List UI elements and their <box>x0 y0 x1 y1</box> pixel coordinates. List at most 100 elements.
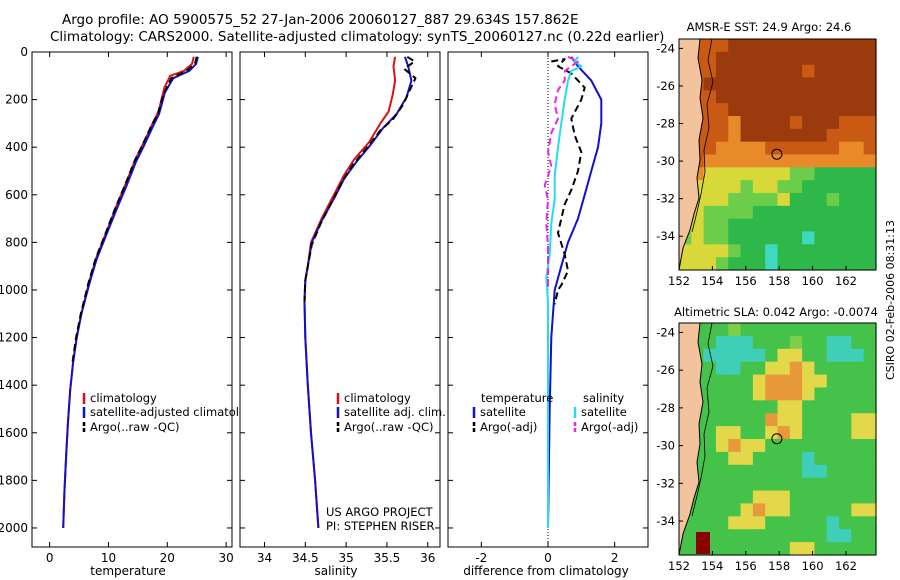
map-cell <box>851 103 865 117</box>
map-cell <box>728 451 742 466</box>
map-cell <box>752 348 766 363</box>
map-cell <box>715 323 729 337</box>
map-cell <box>814 529 828 543</box>
map-cell <box>789 90 803 104</box>
sst-map-panel: AMSR-E SST: 24.9 Argo: 24.6 152 154 156 158… <box>656 20 877 288</box>
map-cell <box>777 64 791 79</box>
map-cell <box>777 503 791 517</box>
difference-panel: -2 0 2 temperature salinitysatelliteArgo(-a… <box>447 51 649 578</box>
map-cell <box>740 51 754 66</box>
map-cell <box>703 193 717 207</box>
map-cell <box>802 64 816 79</box>
map-cell <box>777 361 791 376</box>
map-cell <box>715 205 729 220</box>
map-cell <box>814 77 828 91</box>
legend-label: satellite <box>581 405 627 419</box>
map-cell <box>839 490 852 505</box>
map-cell <box>851 400 865 414</box>
map-cell <box>715 348 729 363</box>
map-cell <box>802 167 816 181</box>
map-lon-label: 160 <box>802 274 824 288</box>
map-cell <box>752 439 766 453</box>
map-cell <box>814 90 828 104</box>
map-cell <box>863 542 877 556</box>
map-cell <box>728 400 742 414</box>
map-cell <box>715 490 729 505</box>
map-lon-label: 156 <box>735 559 757 573</box>
x-tick-label: 20 <box>160 551 175 565</box>
map-cell <box>765 542 779 556</box>
map-cell <box>851 464 865 479</box>
map-cell <box>703 64 717 79</box>
map-lat-label: -30 <box>656 439 675 453</box>
map-cell <box>851 387 865 401</box>
sla-map-ticks: 152 154 156 158 160 162 -24 -26 -28 -30 -32 -34 <box>656 325 857 573</box>
map-cell <box>802 361 816 376</box>
map-cell <box>691 231 705 245</box>
map-cell <box>851 180 865 194</box>
map-cell <box>814 503 828 517</box>
map-cell <box>851 218 865 233</box>
map-cell <box>703 490 717 505</box>
map-cell <box>703 374 717 389</box>
sla-field <box>679 323 877 556</box>
map-cell <box>851 323 865 337</box>
map-cell <box>863 39 877 53</box>
csiro-timestamp: CSIRO 02-Feb-2006 08:31:13 <box>884 219 897 380</box>
map-cell <box>826 323 840 337</box>
y-tick-label: 1400 <box>0 378 28 392</box>
map-cell <box>765 400 779 414</box>
y-tick-label: 400 <box>5 140 28 154</box>
map-cell <box>863 218 877 233</box>
project-annotation-line2: PI: STEPHEN RISER <box>326 519 435 533</box>
map-lat-label: -24 <box>656 41 675 55</box>
map-cell <box>777 244 791 258</box>
map-cell <box>703 464 717 479</box>
map-cell <box>765 64 779 79</box>
map-cell <box>789 323 803 337</box>
map-cell <box>814 413 828 427</box>
map-cell <box>752 244 766 258</box>
map-cell <box>715 128 729 143</box>
map-cell <box>765 193 779 207</box>
map-cell <box>728 374 742 389</box>
map-lat-label: -30 <box>656 154 675 168</box>
map-cell <box>839 167 852 181</box>
map-cell <box>740 323 754 337</box>
map-cell <box>740 90 754 104</box>
map-cell <box>765 103 779 117</box>
map-cell <box>863 490 877 505</box>
map-cell <box>777 167 791 181</box>
x-tick-label: 36 <box>420 551 435 565</box>
map-cell <box>777 516 791 530</box>
map-cell <box>814 116 828 130</box>
map-cell <box>826 205 840 220</box>
map-lon-label: 162 <box>835 274 857 288</box>
map-cell <box>752 374 766 389</box>
map-cell <box>851 244 865 258</box>
project-annotation-line1: US ARGO PROJECT <box>326 505 434 519</box>
map-cell <box>839 529 852 543</box>
map-cell <box>728 335 742 350</box>
map-cell <box>765 439 779 453</box>
map-cell <box>752 39 766 53</box>
map-cell <box>703 503 717 517</box>
map-cell <box>789 244 803 258</box>
map-cell <box>863 90 877 104</box>
map-cell <box>863 128 877 143</box>
map-cell <box>777 103 791 117</box>
map-cell <box>789 477 803 492</box>
map-cell <box>728 387 742 401</box>
map-cell <box>851 439 865 453</box>
map-cell <box>740 451 754 466</box>
sst-coastline-land <box>678 38 704 271</box>
map-cell <box>814 39 828 53</box>
map-cell <box>777 77 791 91</box>
map-cell <box>752 413 766 427</box>
map-cell <box>851 451 865 466</box>
map-cell <box>777 477 791 492</box>
map-cell <box>826 218 840 233</box>
map-cell <box>752 51 766 66</box>
map-cell <box>851 503 865 517</box>
